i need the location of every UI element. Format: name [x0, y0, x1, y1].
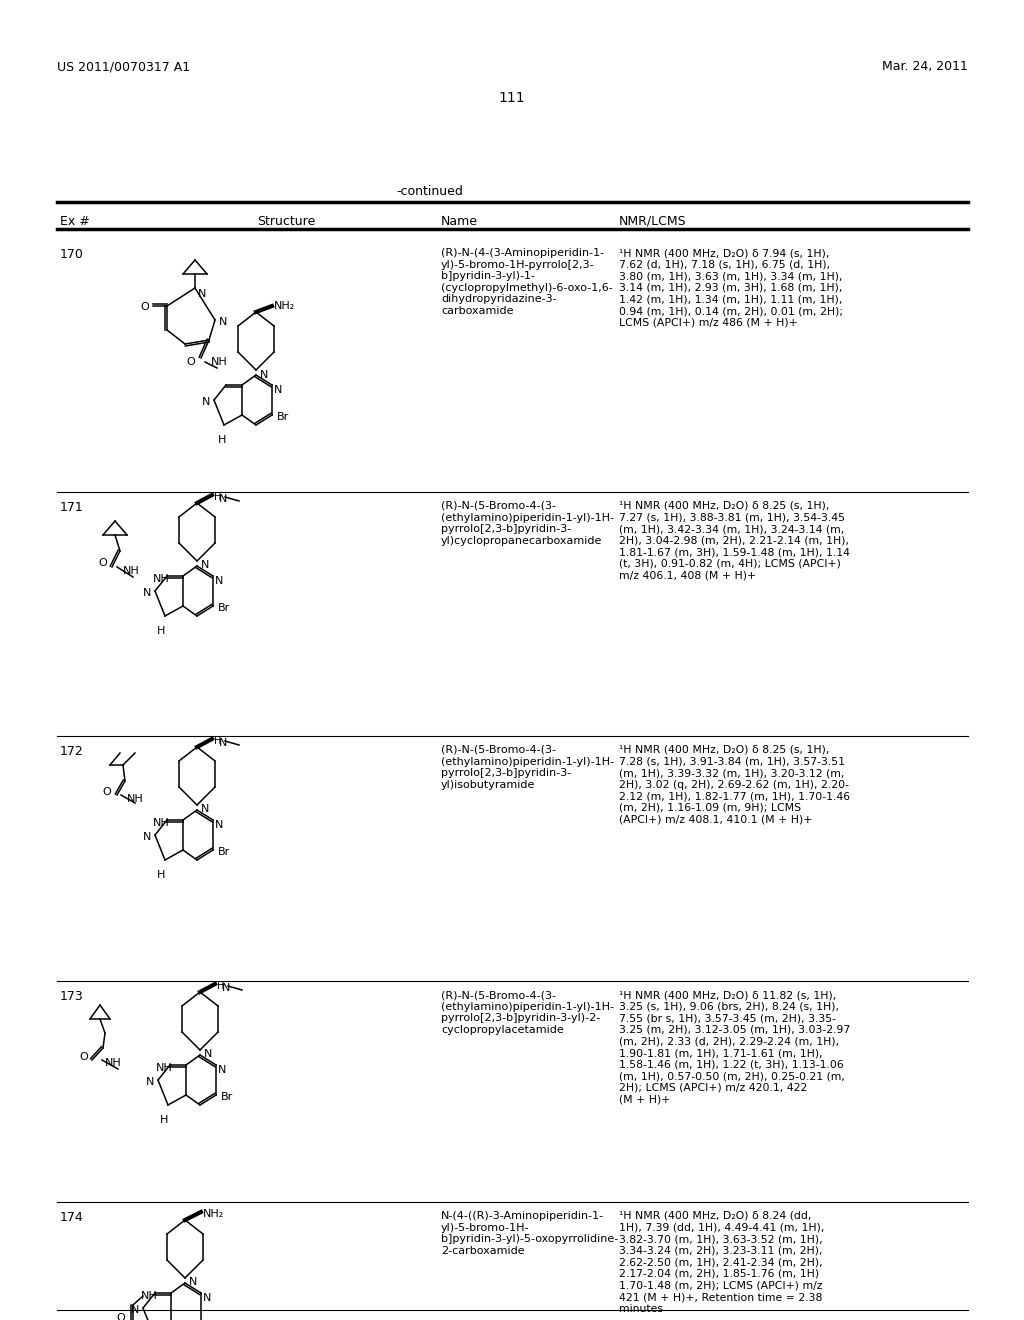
Text: NH: NH	[153, 574, 170, 583]
Text: 111: 111	[499, 91, 525, 106]
Text: H: H	[157, 870, 165, 880]
Text: NH: NH	[153, 818, 170, 828]
Text: N: N	[201, 804, 209, 814]
Text: ¹H NMR (400 MHz, D₂O) δ 7.94 (s, 1H),
7.62 (d, 1H), 7.18 (s, 1H), 6.75 (d, 1H),
: ¹H NMR (400 MHz, D₂O) δ 7.94 (s, 1H), 7.…	[618, 248, 843, 327]
Text: N: N	[203, 1294, 211, 1303]
Text: 173: 173	[60, 990, 84, 1003]
Text: N: N	[219, 317, 227, 327]
Text: O: O	[186, 356, 196, 367]
Text: Mar. 24, 2011: Mar. 24, 2011	[882, 59, 968, 73]
Text: ¹H NMR (400 MHz, D₂O) δ 8.24 (dd,
1H), 7.39 (dd, 1H), 4.49-4.41 (m, 1H),
3.82-3.: ¹H NMR (400 MHz, D₂O) δ 8.24 (dd, 1H), 7…	[618, 1210, 824, 1313]
Text: N: N	[219, 494, 227, 504]
Text: O: O	[117, 1313, 125, 1320]
Text: NH: NH	[123, 566, 139, 576]
Text: H: H	[160, 1115, 168, 1125]
Text: N: N	[201, 560, 209, 570]
Text: H: H	[157, 626, 165, 636]
Text: N: N	[218, 1065, 226, 1074]
Text: N: N	[142, 587, 152, 598]
Text: NH₂: NH₂	[203, 1209, 224, 1218]
Text: O: O	[102, 787, 112, 797]
Text: Ex #: Ex #	[60, 215, 90, 228]
Text: N: N	[204, 1049, 212, 1059]
Text: N: N	[198, 289, 207, 300]
Text: NH₂: NH₂	[274, 301, 295, 312]
Text: N-(4-((R)-3-Aminopiperidin-1-
yl)-5-bromo-1H-
b]pyridin-3-yl)-5-oxopyrrolidine-
: N-(4-((R)-3-Aminopiperidin-1- yl)-5-brom…	[441, 1210, 618, 1255]
Text: H: H	[218, 436, 226, 445]
Text: NH: NH	[211, 356, 227, 367]
Text: ¹H NMR (400 MHz, D₂O) δ 8.25 (s, 1H),
7.27 (s, 1H), 3.88-3.81 (m, 1H), 3.54-3.45: ¹H NMR (400 MHz, D₂O) δ 8.25 (s, 1H), 7.…	[618, 502, 850, 581]
Text: H: H	[217, 981, 224, 991]
Text: -continued: -continued	[396, 185, 464, 198]
Text: NH: NH	[156, 1063, 173, 1073]
Text: NH: NH	[105, 1059, 122, 1068]
Text: (R)-N-(5-Bromo-4-(3-
(ethylamino)piperidin-1-yl)-1H-
pyrrolo[2,3-b]pyridin-3-
yl: (R)-N-(5-Bromo-4-(3- (ethylamino)piperid…	[441, 502, 614, 545]
Text: Br: Br	[218, 603, 230, 612]
Text: Name: Name	[441, 215, 478, 228]
Text: N: N	[215, 576, 223, 586]
Text: ¹H NMR (400 MHz, D₂O) δ 8.25 (s, 1H),
7.28 (s, 1H), 3.91-3.84 (m, 1H), 3.57-3.51: ¹H NMR (400 MHz, D₂O) δ 8.25 (s, 1H), 7.…	[618, 744, 850, 825]
Text: N: N	[222, 983, 230, 993]
Text: 174: 174	[60, 1210, 84, 1224]
Text: Br: Br	[221, 1092, 233, 1102]
Text: N: N	[142, 832, 152, 842]
Text: Br: Br	[278, 412, 289, 422]
Text: US 2011/0070317 A1: US 2011/0070317 A1	[57, 59, 190, 73]
Text: Br: Br	[218, 847, 230, 857]
Text: N: N	[219, 738, 227, 748]
Text: NH: NH	[127, 795, 143, 804]
Text: (R)-N-(5-Bromo-4-(3-
(ethylamino)piperidin-1-yl)-1H-
pyrrolo[2,3-b]pyridin-3-
yl: (R)-N-(5-Bromo-4-(3- (ethylamino)piperid…	[441, 744, 614, 789]
Text: N: N	[145, 1077, 155, 1086]
Text: N: N	[131, 1305, 139, 1315]
Text: O: O	[80, 1052, 88, 1063]
Text: N: N	[202, 397, 210, 407]
Text: N: N	[260, 370, 268, 380]
Text: 171: 171	[60, 502, 84, 513]
Text: H: H	[214, 737, 221, 746]
Text: ¹H NMR (400 MHz, D₂O) δ 11.82 (s, 1H),
3.25 (s, 1H), 9.06 (brs, 2H), 8.24 (s, 1H: ¹H NMR (400 MHz, D₂O) δ 11.82 (s, 1H), 3…	[618, 990, 850, 1105]
Text: O: O	[140, 302, 150, 312]
Text: O: O	[98, 558, 108, 568]
Text: Structure: Structure	[257, 215, 315, 228]
Text: N: N	[189, 1276, 198, 1287]
Text: NMR/LCMS: NMR/LCMS	[618, 215, 687, 228]
Text: H: H	[214, 492, 221, 502]
Text: N: N	[274, 385, 283, 395]
Text: 172: 172	[60, 744, 84, 758]
Text: 170: 170	[60, 248, 84, 261]
Text: N: N	[215, 820, 223, 830]
Text: NH: NH	[141, 1291, 158, 1302]
Text: (R)-N-(5-Bromo-4-(3-
(ethylamino)piperidin-1-yl)-1H-
pyrrolo[2,3-b]pyridin-3-yl): (R)-N-(5-Bromo-4-(3- (ethylamino)piperid…	[441, 990, 614, 1035]
Text: (R)-N-(4-(3-Aminopiperidin-1-
yl)-5-bromo-1H-pyrrolo[2,3-
b]pyridin-3-yl)-1-
(cy: (R)-N-(4-(3-Aminopiperidin-1- yl)-5-brom…	[441, 248, 612, 315]
